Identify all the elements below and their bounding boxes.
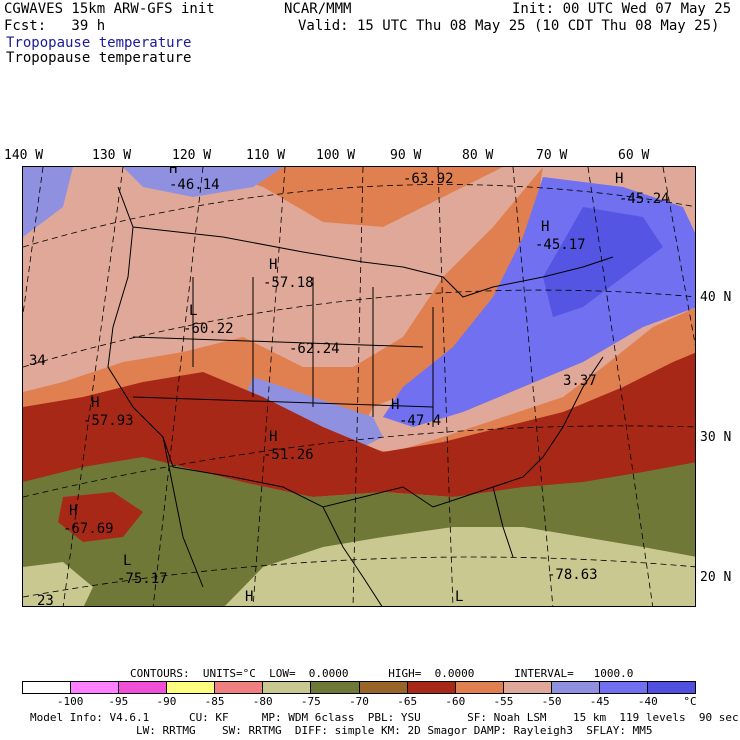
high-center-marker: H [269,257,278,273]
center-value-label: -75.17 [117,571,168,587]
high-center-marker: H [169,166,178,177]
center-value-label: -47.4 [399,413,442,429]
low-center-marker: L [123,553,132,569]
value-label: -62.24 [289,341,340,357]
band-minus50-southern-plains [243,377,383,452]
color-scale-tick-label: -75 [300,695,321,708]
patch-minus65-mexico [58,492,143,542]
latitude-label: 30 N [700,430,732,445]
value-label: 3.37 [563,373,597,389]
weather-map: H -46.14 -63.92 H -45.24 H -45.17 H -57.… [22,166,696,607]
color-scale-tick-label: -80 [252,695,273,708]
color-swatch [71,682,120,693]
longitude-label: 90 W [390,148,422,163]
color-swatch [167,682,216,693]
longitude-label: 60 W [618,148,650,163]
high-center-marker: H [541,219,550,235]
low-center-marker: L [189,303,198,319]
center-value-label: -60.22 [183,321,234,337]
center-value-label: -57.93 [83,413,134,429]
color-scale-bar [22,681,696,694]
value-label: -78.63 [547,567,598,583]
color-swatch [23,682,72,693]
color-scale-tick-label: -90 [156,695,177,708]
high-center-marker: H [245,589,254,605]
high-center-marker: H [69,503,78,519]
model-info-line1: Model Info: V4.6.1 CU: KF MP: WDM 6class… [30,711,739,724]
model-info-line2: LW: RRTMG SW: RRTMG DIFF: simple KM: 2D … [30,724,653,737]
longitude-label: 70 W [536,148,568,163]
forecast-hour: Fcst: 39 h [4,18,106,34]
high-center-marker: H [615,171,624,187]
center-value-label: -67.69 [63,521,114,537]
color-scale-tick-label: -100 [56,695,84,708]
value-label: 23 [37,593,54,607]
color-scale-tick-label: -45 [589,695,610,708]
value-label: 34 [29,353,46,369]
low-center-marker: L [455,589,464,605]
color-scale-tick-label: -85 [204,695,225,708]
center-value-label: -45.17 [535,237,586,253]
color-swatch [503,682,552,693]
band-minus50-north [123,167,283,197]
color-swatch [359,682,408,693]
high-center-marker: H [91,395,100,411]
band-minus40 [543,207,663,317]
color-scale-tick-label: °C [683,695,697,708]
longitude-label: 100 W [316,148,356,163]
color-swatch [648,682,696,693]
center-value-label: -46.14 [169,177,220,193]
longitude-label: 140 W [4,148,44,163]
color-swatch [551,682,600,693]
color-swatch [215,682,264,693]
high-center-marker: H [391,397,400,413]
color-scale-tick-label: -60 [445,695,466,708]
contours-info: CONTOURS: UNITS=°C LOW= 0.0000 HIGH= 0.0… [130,667,634,680]
value-label: -63.92 [403,171,454,187]
valid-time: Valid: 15 UTC Thu 08 May 25 (10 CDT Thu … [298,18,720,34]
longitude-label: 110 W [246,148,286,163]
center-value-label: -57.18 [263,275,314,291]
color-scale-tick-label: -50 [541,695,562,708]
longitude-label: 120 W [172,148,212,163]
center-value-label: -51.26 [263,447,314,463]
political-boundaries [107,186,614,606]
longitude-label: 130 W [92,148,132,163]
color-swatch [455,682,504,693]
color-swatch [407,682,456,693]
center-value-label: -45.24 [619,191,670,207]
tropopause-temperature-field [23,167,695,606]
color-scale-tick-label: -95 [108,695,129,708]
color-scale-tick-label: -65 [397,695,418,708]
band-minus75-sw [23,562,93,606]
latitude-label: 40 N [700,290,732,305]
longitude-label: 80 W [462,148,494,163]
color-swatch [119,682,168,693]
latitude-label: 20 N [700,570,732,585]
color-scale-tick-label: -55 [493,695,514,708]
color-swatch [311,682,360,693]
field-label-primary: Tropopause temperature [6,35,192,51]
band-minus65 [23,352,695,497]
center-name: NCAR/MMM [284,1,352,17]
band-minus55-west [23,167,543,392]
color-swatch [263,682,312,693]
model-title: CGWAVES 15km ARW-GFS init [4,1,215,17]
init-time: Init: 00 UTC Wed 07 May 25 [512,1,732,17]
field-label-secondary: Tropopause temperature [6,50,192,66]
graticule [23,167,695,606]
color-scale-tick-label: -40 [637,695,658,708]
color-scale-ticks: -100 -95 -90 -85 -80 -75 -70 -65 -60 -55 -50 -45 -40… [22,695,697,708]
high-center-marker: H [269,429,278,445]
color-scale-tick-label: -70 [349,695,369,708]
color-swatch [599,682,649,693]
